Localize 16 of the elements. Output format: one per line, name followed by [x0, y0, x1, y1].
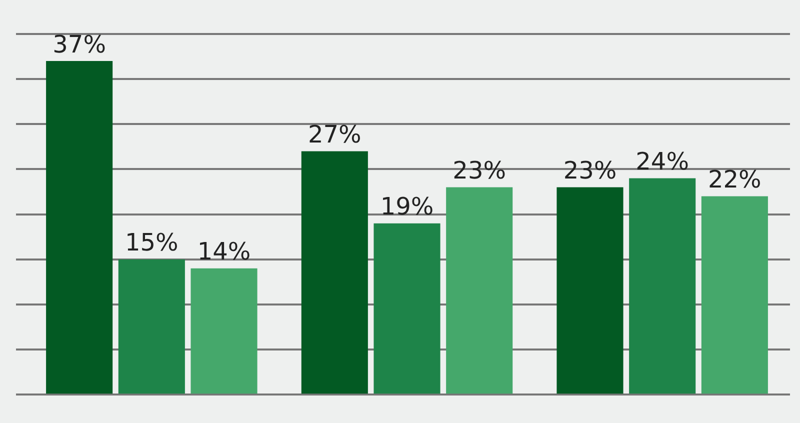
bar	[46, 61, 113, 394]
bar	[118, 259, 185, 394]
data-label: 22%	[708, 166, 762, 194]
data-label: 14%	[197, 238, 251, 266]
bar	[446, 187, 513, 394]
bar	[301, 151, 368, 394]
data-label: 37%	[52, 30, 106, 58]
bar	[190, 268, 258, 394]
data-label: 15%	[124, 228, 178, 257]
bar	[556, 187, 624, 394]
data-label: 19%	[380, 192, 434, 221]
data-label: 27%	[308, 120, 362, 148]
bar	[629, 178, 696, 394]
data-label: 24%	[636, 147, 690, 176]
bar	[701, 196, 768, 394]
bar	[374, 223, 440, 394]
